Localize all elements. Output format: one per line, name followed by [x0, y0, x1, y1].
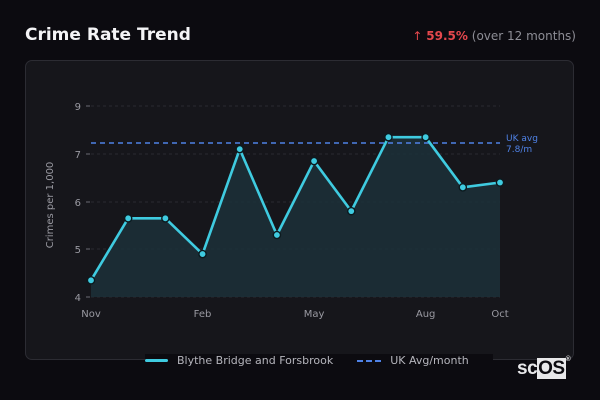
data-point-marker[interactable] [495, 178, 505, 187]
change-period: (over 12 months) [471, 29, 576, 43]
data-point-marker[interactable] [384, 132, 393, 142]
legend-item-uk-avg[interactable]: UK Avg/month [357, 354, 469, 367]
data-point-marker[interactable] [272, 230, 282, 240]
x-axis: Nov Feb May Aug Oct [81, 309, 508, 320]
legend-item-series[interactable]: Blythe Bridge and Forsbrook [145, 354, 333, 367]
y-axis: 9 7 6 5 4 [75, 102, 90, 304]
dashed-line-icon [357, 359, 382, 362]
uk-avg-annotation-line1: UK avg [506, 134, 538, 144]
x-tick-label: May [304, 309, 325, 320]
legend-avg-label: UK Avg/month [390, 354, 469, 367]
x-tick-label: Feb [194, 309, 212, 320]
data-point-marker[interactable] [123, 213, 133, 223]
data-point-marker[interactable] [86, 276, 96, 285]
uk-avg-annotation-line2: 7.8/m [506, 145, 532, 155]
solid-line-icon [145, 359, 168, 362]
x-tick-label: Nov [81, 309, 101, 320]
arrow-up-icon: ↑ [412, 29, 423, 43]
data-point-marker[interactable] [346, 206, 356, 216]
change-percentage: 59.5% [426, 29, 468, 43]
y-tick-label: 5 [75, 245, 81, 256]
data-point-marker[interactable] [458, 182, 468, 192]
x-tick-label: Aug [416, 309, 436, 320]
data-point-marker[interactable] [161, 213, 170, 223]
registered-icon: ® [565, 356, 571, 363]
chart-title: Crime Rate Trend [25, 25, 191, 45]
y-tick-label: 6 [75, 198, 81, 209]
scos-logo: scOS® [517, 356, 571, 380]
legend-series-label: Blythe Bridge and Forsbrook [177, 354, 334, 367]
y-tick-label: 4 [75, 293, 81, 304]
legend: Blythe Bridge and Forsbrook UK Avg/month [145, 354, 493, 367]
data-points [86, 132, 505, 285]
series-line [89, 135, 501, 281]
logo-os: OS [537, 358, 566, 379]
data-point-marker[interactable] [309, 156, 319, 166]
data-point-marker[interactable] [198, 249, 207, 259]
data-point-marker[interactable] [235, 144, 245, 154]
y-tick-label: 9 [75, 102, 81, 113]
series-area [91, 137, 500, 297]
change-summary: ↑ 59.5% (over 12 months) [412, 29, 576, 43]
logo-sc: sc [517, 358, 538, 379]
data-point-marker[interactable] [421, 132, 430, 142]
y-axis-title: Crimes per 1,000 [45, 162, 56, 249]
y-tick-label: 7 [75, 150, 81, 161]
x-tick-label: Oct [491, 309, 508, 320]
